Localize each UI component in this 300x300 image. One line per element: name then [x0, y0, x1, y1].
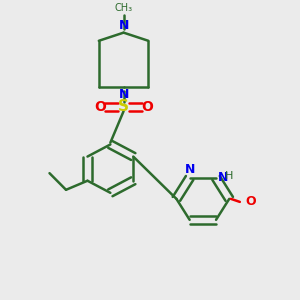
Text: O: O: [141, 100, 153, 114]
Text: N: N: [118, 88, 129, 101]
Text: N: N: [118, 19, 129, 32]
Text: S: S: [118, 99, 129, 114]
Text: O: O: [246, 195, 256, 208]
Text: O: O: [94, 100, 106, 114]
Text: N: N: [184, 163, 195, 176]
Text: H: H: [225, 171, 234, 182]
Text: N: N: [218, 171, 228, 184]
Text: CH₃: CH₃: [115, 3, 133, 13]
